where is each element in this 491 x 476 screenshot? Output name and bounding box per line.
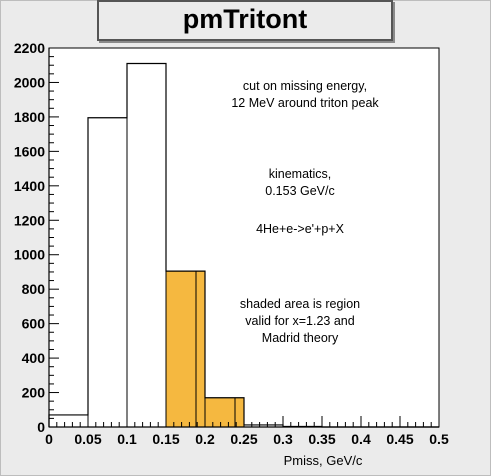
x-tick-label: 0.15 <box>152 431 179 447</box>
y-tick-label: 1000 <box>14 247 45 263</box>
annotation-line: Madrid theory <box>261 331 339 345</box>
annotation-shaded-region: shaded area is region valid for x=1.23 a… <box>210 296 390 347</box>
y-tick-label: 1200 <box>14 212 45 228</box>
annotation-line: cut on missing energy, <box>242 79 368 93</box>
x-tick-label: 0.35 <box>308 431 335 447</box>
x-tick-label: 0.05 <box>74 431 101 447</box>
annotation-energy-cut: cut on missing energy, 12 MeV around tri… <box>210 78 400 112</box>
y-tick-label: 0 <box>37 419 45 435</box>
y-tick-label: 400 <box>22 350 46 366</box>
y-tick-label: 200 <box>22 385 46 401</box>
x-axis-title: Pmiss, GeV/c <box>284 453 363 468</box>
x-tick-label: 0.25 <box>230 431 257 447</box>
x-axis-ticks: 0 0.05 0.1 0.15 0.2 0.25 0.3 0.35 0.4 0.45 0.5 <box>45 416 449 447</box>
annotation-line: valid for x=1.23 and <box>245 314 355 328</box>
y-tick-label: 2000 <box>14 74 45 90</box>
shaded-bin-3 <box>166 271 205 427</box>
y-tick-label: 2200 <box>14 40 45 56</box>
shaded-bin-4 <box>205 397 244 427</box>
y-tick-label: 1600 <box>14 143 45 159</box>
x-tick-label: 0.5 <box>429 431 449 447</box>
plot-area <box>48 47 440 428</box>
x-tick-label: 0.3 <box>273 431 293 447</box>
y-tick-label: 1400 <box>14 178 45 194</box>
annotation-line: 0.153 GeV/c <box>265 184 335 198</box>
annotation-line: 4He+e->e'+p+X <box>256 222 344 236</box>
y-axis-ticks: 0 200 400 600 800 1000 1200 1400 1600 1800 2000 220… <box>14 40 59 435</box>
x-tick-label: 0.2 <box>195 431 215 447</box>
y-tick-label: 800 <box>22 281 46 297</box>
x-tick-label: 0 <box>45 431 53 447</box>
y-tick-label: 600 <box>22 316 46 332</box>
title-box: pmTritont <box>97 0 393 41</box>
annotation-kinematics: kinematics, 0.153 GeV/c <box>230 166 370 200</box>
x-tick-label: 0.1 <box>117 431 137 447</box>
annotation-line: 12 MeV around triton peak <box>231 96 379 110</box>
shaded-bins <box>166 271 244 427</box>
x-tick-label: 0.4 <box>351 431 371 447</box>
annotation-line: kinematics, <box>268 167 332 181</box>
chart-title: pmTritont <box>182 4 308 34</box>
annotation-line: shaded area is region <box>239 297 361 311</box>
annotation-reaction: 4He+e->e'+p+X <box>230 221 370 238</box>
y-tick-label: 1800 <box>14 109 45 125</box>
x-tick-label: 0.45 <box>386 431 413 447</box>
